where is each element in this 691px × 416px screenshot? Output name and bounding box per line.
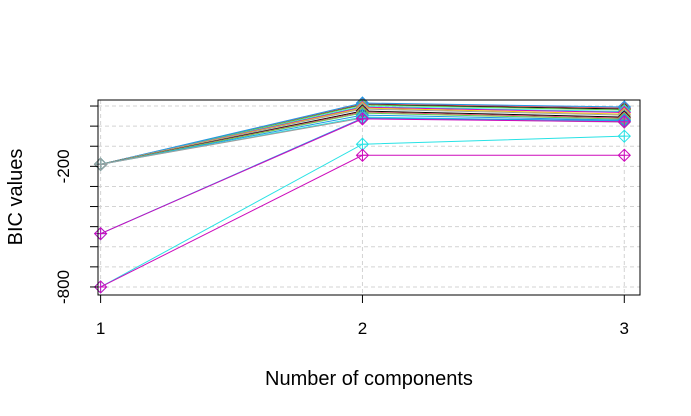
data-point (355, 137, 370, 151)
diamond-plus-marker (93, 226, 108, 241)
x-tick-label: 2 (358, 319, 367, 338)
diamond-plus-marker (355, 112, 370, 126)
x-tick-label: 1 (96, 319, 105, 338)
x-axis-label: Number of components (265, 368, 473, 390)
y-tick-label: -800 (54, 270, 73, 304)
y-axis-label: BIC values (5, 149, 27, 246)
diamond-plus-marker (617, 129, 631, 143)
diamond-plus-marker (355, 137, 370, 151)
series-group (93, 96, 631, 294)
data-point (617, 115, 631, 129)
grid (98, 100, 640, 295)
x-tick-label: 3 (620, 319, 629, 338)
data-point (93, 226, 108, 241)
data-point (617, 129, 631, 143)
data-point (355, 112, 370, 126)
data-point (617, 148, 631, 162)
diamond-plus-marker (617, 148, 631, 162)
y-tick-label: -200 (54, 149, 73, 183)
series-16 (93, 112, 631, 241)
diamond-plus-marker (617, 115, 631, 129)
plot-frame (97, 99, 641, 296)
data-point (355, 148, 370, 162)
diamond-plus-marker (93, 157, 108, 172)
axes: 1 2 3 -800 -200 (54, 105, 629, 338)
diamond-plus-marker (355, 148, 370, 162)
series-18 (93, 148, 631, 294)
data-point (93, 157, 108, 172)
